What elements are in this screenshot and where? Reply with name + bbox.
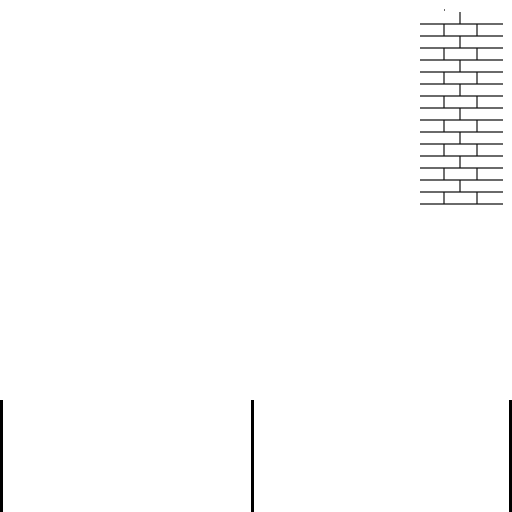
bottom-divider-left <box>0 400 3 512</box>
brick-wall-graphic <box>420 9 503 205</box>
bottom-divider-right <box>509 400 512 512</box>
bottom-divider-middle <box>251 400 254 512</box>
